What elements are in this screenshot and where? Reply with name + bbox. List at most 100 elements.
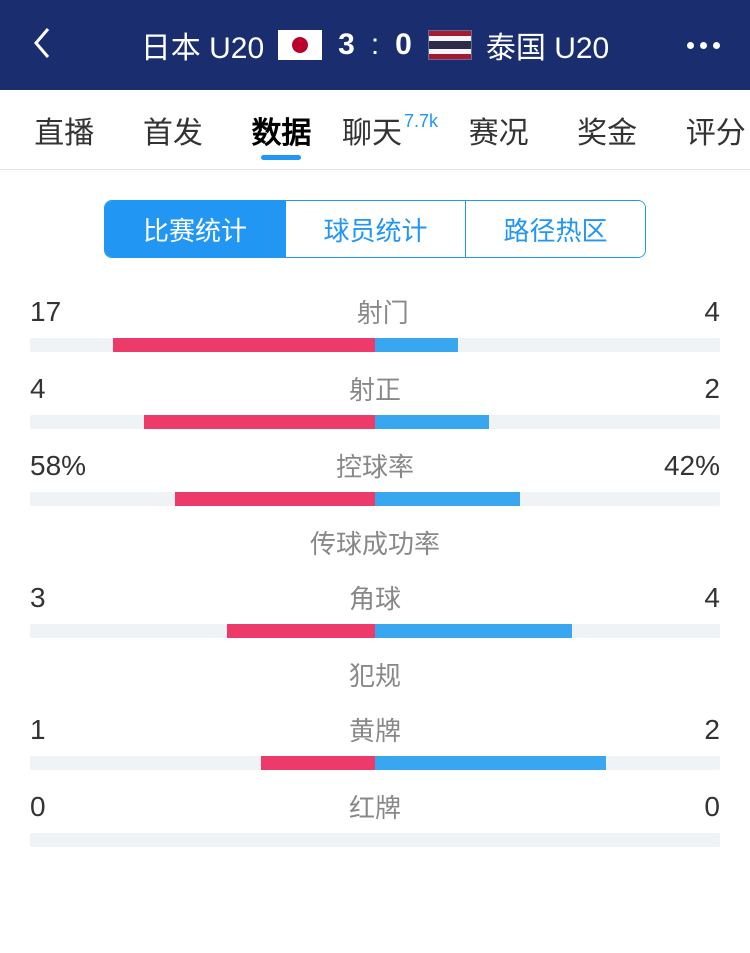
dot-icon xyxy=(700,42,707,49)
stat-label: 红牌 xyxy=(349,788,401,825)
stat-label: 传球成功率 xyxy=(310,524,440,561)
stat-label: 射门 xyxy=(357,293,409,330)
stat-bar-home-half xyxy=(30,492,375,506)
stat-bar xyxy=(30,492,720,506)
stat-home-value: 0 xyxy=(30,791,46,823)
stat-bar-away-half xyxy=(375,492,720,506)
main-tabs: 直播 首发 数据聊天7.7k 赛况 奖金 评分 xyxy=(0,90,750,170)
back-button[interactable] xyxy=(30,25,70,66)
stat-labels: 传球成功率 xyxy=(30,524,720,561)
tab-label: 直播 xyxy=(34,108,94,152)
stat-bar-home-fill xyxy=(113,338,375,352)
stat-row: 4 射正 2 xyxy=(30,370,720,429)
stat-labels: 3 角球 4 xyxy=(30,579,720,616)
home-score: 3 xyxy=(338,28,355,62)
stat-labels: 犯规 xyxy=(30,656,720,693)
stat-away-value: 0 xyxy=(704,791,720,823)
stat-label: 控球率 xyxy=(336,447,414,484)
stat-bar-away-half xyxy=(375,624,720,638)
match-stats: 17 射门 4 4 射正 2 58% 控球率 42% 传球成功率 3 角球 4 犯规 1 黄牌 2 0 红牌 0 xyxy=(0,283,750,847)
score-separator: : xyxy=(371,28,379,62)
more-button[interactable] xyxy=(680,42,720,49)
stat-labels: 4 射正 2 xyxy=(30,370,720,407)
stat-bar-home-half xyxy=(30,833,375,847)
stat-away-value: 42% xyxy=(664,450,720,482)
stat-row: 0 红牌 0 xyxy=(30,788,720,847)
stat-bar xyxy=(30,624,720,638)
dot-icon xyxy=(687,42,694,49)
score-area: 日本 U20 3 : 0 泰国 U20 xyxy=(141,23,609,67)
tab-label: 评分 xyxy=(686,108,746,152)
stat-bar-away-half xyxy=(375,338,720,352)
stat-home-value: 3 xyxy=(30,582,46,614)
japan-flag-icon xyxy=(278,30,322,60)
tab-2[interactable]: 数据 xyxy=(227,90,336,170)
stat-home-value: 17 xyxy=(30,296,61,328)
stat-home-value: 4 xyxy=(30,373,46,405)
stat-row: 传球成功率 xyxy=(30,524,720,561)
stat-bar-away-fill xyxy=(375,338,458,352)
tab-label: 赛况 xyxy=(469,108,529,152)
away-team: 泰国 U20 xyxy=(428,23,609,67)
match-header: 日本 U20 3 : 0 泰国 U20 xyxy=(0,0,750,90)
tab-1[interactable]: 首发 xyxy=(119,90,228,170)
home-team: 日本 U20 xyxy=(141,23,322,67)
stat-label: 射正 xyxy=(349,370,401,407)
sub-tabs: 比赛统计球员统计路径热区 xyxy=(0,170,750,283)
stat-bar-away-fill xyxy=(375,415,489,429)
stat-away-value: 2 xyxy=(704,373,720,405)
home-team-name: 日本 U20 xyxy=(141,23,264,67)
away-team-name: 泰国 U20 xyxy=(486,23,609,67)
stat-label: 犯规 xyxy=(349,656,401,693)
tab-3[interactable]: 聊天7.7k xyxy=(336,90,445,170)
tab-label: 数据 xyxy=(251,108,311,152)
thailand-flag-icon xyxy=(428,30,472,60)
stat-bar-home-half xyxy=(30,415,375,429)
stat-bar xyxy=(30,415,720,429)
subtab-2[interactable]: 路径热区 xyxy=(465,201,645,257)
stat-bar-away-fill xyxy=(375,492,520,506)
chevron-left-icon xyxy=(30,25,52,61)
tab-label: 聊天 xyxy=(342,108,402,152)
stat-home-value: 58% xyxy=(30,450,86,482)
stat-bar xyxy=(30,833,720,847)
stat-bar-away-half xyxy=(375,833,720,847)
stat-row: 犯规 xyxy=(30,656,720,693)
stat-away-value: 2 xyxy=(704,714,720,746)
stat-label: 角球 xyxy=(349,579,401,616)
tab-label: 奖金 xyxy=(577,108,637,152)
stat-labels: 17 射门 4 xyxy=(30,293,720,330)
stat-away-value: 4 xyxy=(704,296,720,328)
stat-home-value: 1 xyxy=(30,714,46,746)
away-score: 0 xyxy=(395,28,412,62)
tab-5[interactable]: 奖金 xyxy=(553,90,662,170)
stat-labels: 58% 控球率 42% xyxy=(30,447,720,484)
stat-labels: 1 黄牌 2 xyxy=(30,711,720,748)
subtab-0[interactable]: 比赛统计 xyxy=(105,201,285,257)
stat-bar-away-fill xyxy=(375,756,606,770)
stat-bar-home-half xyxy=(30,624,375,638)
stat-bar-home-fill xyxy=(261,756,375,770)
stat-bar-home-fill xyxy=(175,492,375,506)
sub-tab-group: 比赛统计球员统计路径热区 xyxy=(104,200,646,258)
stat-bar-home-half xyxy=(30,756,375,770)
stat-bar xyxy=(30,338,720,352)
stat-row: 3 角球 4 xyxy=(30,579,720,638)
stat-bar-home-half xyxy=(30,338,375,352)
tab-4[interactable]: 赛况 xyxy=(444,90,553,170)
stat-bar-away-half xyxy=(375,756,720,770)
subtab-1[interactable]: 球员统计 xyxy=(285,201,465,257)
tab-label: 首发 xyxy=(143,108,203,152)
tab-6[interactable]: 评分 xyxy=(661,90,750,170)
stat-bar-home-fill xyxy=(144,415,375,429)
tab-0[interactable]: 直播 xyxy=(10,90,119,170)
stat-label: 黄牌 xyxy=(349,711,401,748)
stat-labels: 0 红牌 0 xyxy=(30,788,720,825)
stat-bar xyxy=(30,756,720,770)
stat-away-value: 4 xyxy=(704,582,720,614)
tab-badge: 7.7k xyxy=(404,111,438,132)
stat-bar-away-fill xyxy=(375,624,572,638)
stat-bar-away-half xyxy=(375,415,720,429)
stat-row: 1 黄牌 2 xyxy=(30,711,720,770)
stat-row: 58% 控球率 42% xyxy=(30,447,720,506)
